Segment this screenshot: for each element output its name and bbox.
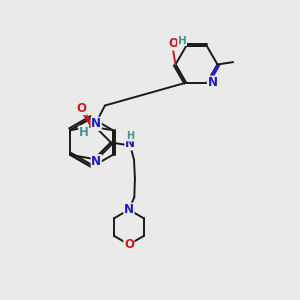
- Text: N: N: [125, 137, 135, 150]
- Text: N: N: [124, 203, 134, 216]
- Text: O: O: [76, 101, 86, 115]
- Text: N: N: [207, 76, 218, 89]
- Text: N: N: [91, 155, 101, 168]
- Text: O: O: [124, 238, 134, 251]
- Text: O: O: [169, 37, 179, 50]
- Text: H: H: [126, 131, 134, 141]
- Text: H: H: [79, 126, 88, 139]
- Text: H: H: [178, 35, 187, 46]
- Text: N: N: [91, 117, 101, 130]
